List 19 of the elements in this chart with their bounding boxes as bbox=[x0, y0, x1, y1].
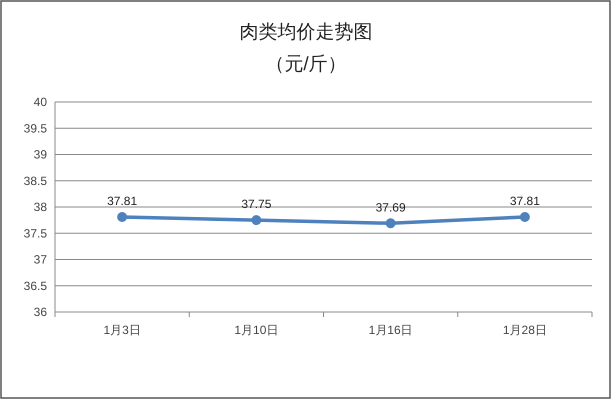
y-tick-label: 38.5 bbox=[24, 174, 48, 188]
data-label: 37.81 bbox=[510, 194, 540, 208]
chart-title: 肉类均价走势图 bbox=[240, 22, 372, 43]
x-tick-label: 1月28日 bbox=[502, 323, 547, 337]
y-tick-label: 36 bbox=[34, 305, 48, 319]
y-tick-label: 39 bbox=[34, 148, 48, 162]
x-tick-label: 1月3日 bbox=[103, 323, 141, 337]
chart-subtitle: （元/斤） bbox=[265, 54, 347, 75]
y-tick-label: 39.5 bbox=[24, 121, 48, 136]
y-tick-label: 37.5 bbox=[24, 226, 48, 240]
data-label: 37.69 bbox=[376, 200, 406, 214]
y-tick-label: 40 bbox=[34, 95, 48, 109]
y-tick-label: 38 bbox=[34, 200, 48, 214]
x-tick-label: 1月10日 bbox=[234, 323, 278, 337]
x-tick-label: 1月16日 bbox=[368, 323, 413, 337]
y-tick-label: 37 bbox=[34, 252, 48, 266]
data-label: 37.81 bbox=[107, 194, 138, 208]
y-tick-label: 36.5 bbox=[24, 278, 48, 293]
data-label: 37.75 bbox=[241, 197, 272, 212]
